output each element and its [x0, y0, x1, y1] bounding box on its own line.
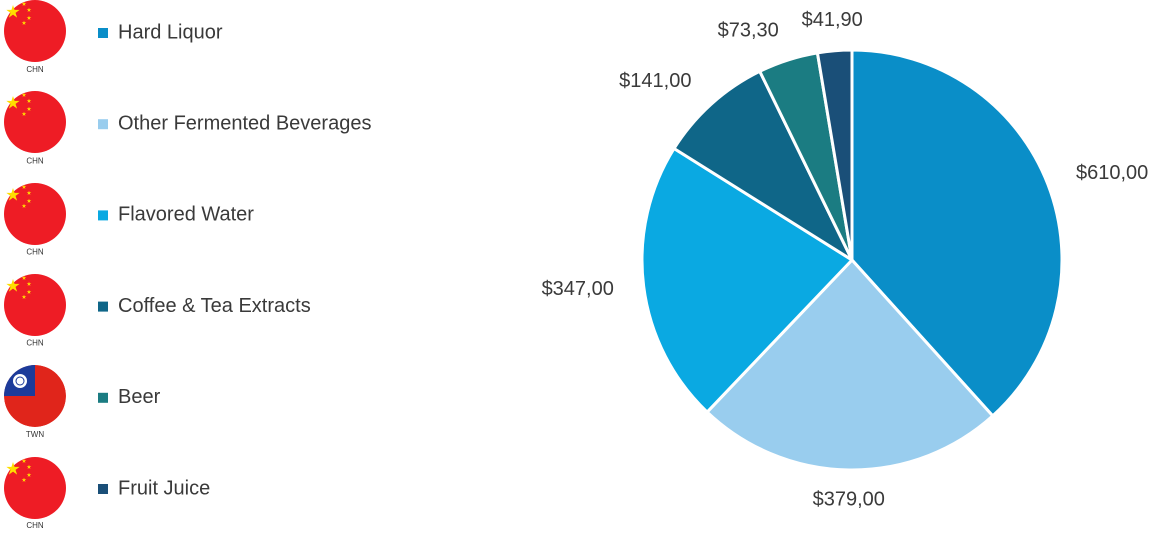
legend-swatch — [98, 28, 108, 38]
legend-label: Other Fermented Beverages — [118, 112, 371, 134]
flag — [4, 183, 66, 245]
value-label: $41,90 — [802, 9, 863, 31]
legend-label: Flavored Water — [118, 204, 254, 226]
pie-slice — [640, 146, 854, 414]
country-code: CHN — [26, 339, 44, 348]
legend-swatch — [98, 392, 108, 403]
legend-swatch — [98, 484, 108, 494]
pie-slice — [705, 258, 995, 472]
legend-label: Beer — [118, 386, 161, 408]
flag — [4, 91, 66, 153]
country-code: CHN — [26, 65, 44, 74]
legend-label: Fruit Juice — [118, 477, 210, 499]
legend-swatch — [98, 301, 108, 312]
legend-swatch — [98, 119, 108, 130]
flag — [4, 457, 66, 519]
value-label: $347,00 — [542, 278, 614, 300]
value-label: $379,00 — [813, 488, 885, 510]
value-label: $610,00 — [1076, 162, 1148, 184]
flags — [4, 0, 66, 519]
flag — [4, 365, 66, 427]
flag — [4, 0, 66, 62]
pie-slice — [815, 48, 854, 262]
flag — [4, 274, 66, 336]
country-code: CHN — [26, 156, 44, 165]
country-code: CHN — [26, 248, 44, 257]
legend-swatch — [98, 210, 108, 221]
country-code: CHN — [26, 521, 44, 530]
value-label: $141,00 — [619, 70, 691, 92]
pie-slice — [672, 69, 854, 262]
legend-label: Hard Liquor — [118, 21, 223, 43]
pie-slice — [850, 48, 1064, 418]
legend-label: Coffee & Tea Extracts — [118, 295, 311, 317]
country-code: TWN — [26, 430, 44, 439]
value-label: $73,30 — [718, 20, 779, 42]
